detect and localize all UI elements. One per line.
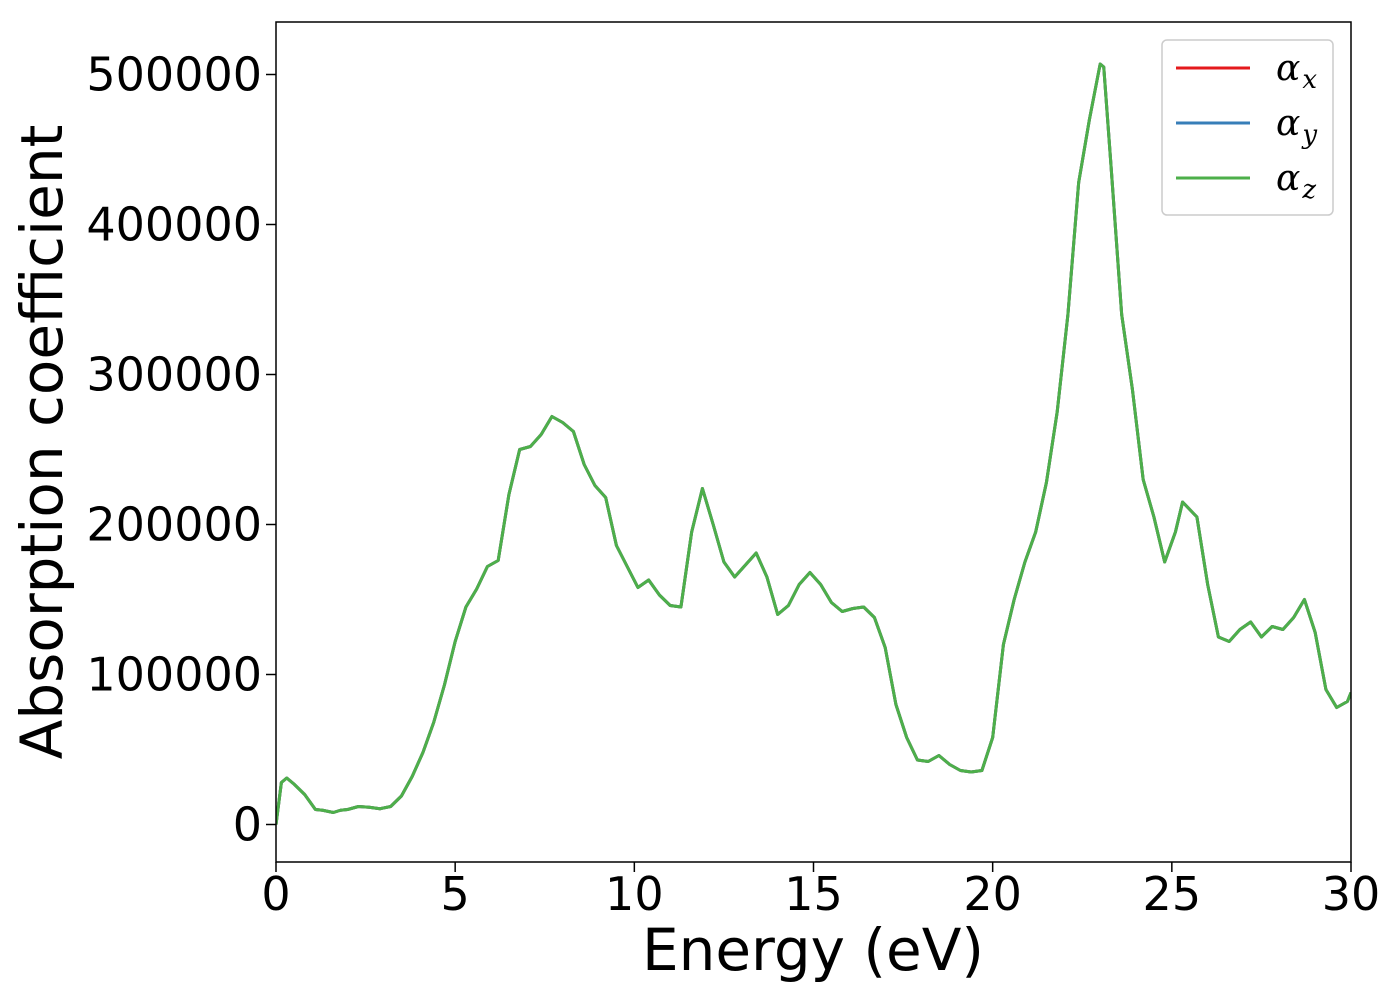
y-tick-label: 500000 xyxy=(86,48,262,102)
x-tick-label: 10 xyxy=(605,867,664,921)
legend-box xyxy=(1161,39,1334,216)
y-tick-label: 200000 xyxy=(86,498,262,552)
x-tick-label: 5 xyxy=(441,867,470,921)
x-tick-label: 25 xyxy=(1143,867,1202,921)
y-tick-label: 100000 xyxy=(86,648,262,702)
y-tick-label: 0 xyxy=(233,798,262,852)
x-tick-label: 30 xyxy=(1322,867,1381,921)
y-tick-label: 400000 xyxy=(86,198,262,252)
x-tick-label: 0 xyxy=(261,867,290,921)
series-line-alpha-z xyxy=(276,62,1351,825)
x-tick-label: 15 xyxy=(784,867,843,921)
x-tick-label: 20 xyxy=(963,867,1022,921)
x-axis-title: Energy (eV) xyxy=(642,916,984,984)
plot-layer xyxy=(276,62,1351,825)
y-tick-label: 300000 xyxy=(86,348,262,402)
y-axis-title: Absorption coefficient xyxy=(8,125,76,760)
axis-layer: 0 5 10 15 20 25 30 0 100000 200000 300000 400000 500… xyxy=(86,48,1380,922)
legend-label-x: αx xyxy=(1276,48,1317,95)
